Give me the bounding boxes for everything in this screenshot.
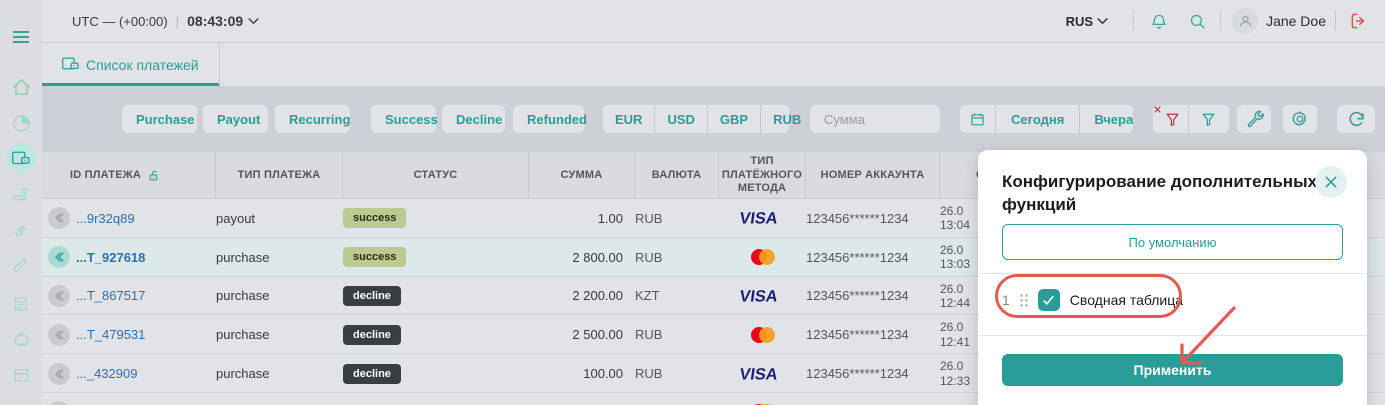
svg-text:VISA: VISA <box>740 210 779 227</box>
svg-text:VISA: VISA <box>740 365 779 382</box>
svg-text:VISA: VISA <box>740 288 779 305</box>
